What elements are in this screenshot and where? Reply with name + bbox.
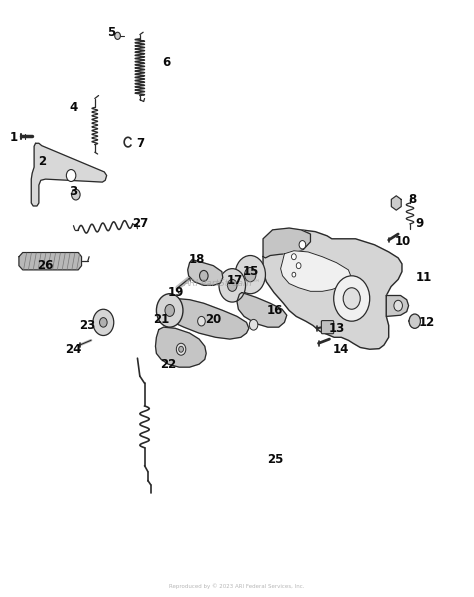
Polygon shape [188, 260, 223, 285]
Circle shape [100, 318, 107, 327]
Text: 15: 15 [243, 265, 259, 278]
Circle shape [249, 319, 258, 330]
Text: 12: 12 [419, 316, 435, 329]
Circle shape [334, 276, 370, 321]
Text: ARI PartStream™: ARI PartStream™ [184, 279, 262, 288]
Circle shape [156, 294, 183, 327]
Text: 26: 26 [37, 259, 53, 272]
Circle shape [292, 254, 296, 260]
Text: 13: 13 [328, 322, 345, 335]
Text: 5: 5 [107, 26, 116, 39]
Circle shape [296, 263, 301, 269]
Text: 7: 7 [136, 137, 144, 150]
Text: 6: 6 [162, 56, 170, 69]
Circle shape [176, 343, 186, 355]
Circle shape [115, 32, 120, 39]
Circle shape [409, 314, 420, 328]
Polygon shape [19, 253, 82, 270]
Text: 9: 9 [415, 217, 424, 230]
Text: 20: 20 [205, 313, 221, 326]
Text: 14: 14 [333, 343, 349, 356]
Circle shape [198, 316, 205, 326]
Text: 27: 27 [132, 217, 148, 230]
Polygon shape [263, 230, 402, 349]
Text: 11: 11 [416, 271, 432, 284]
Circle shape [228, 279, 237, 291]
Polygon shape [161, 298, 249, 339]
Text: 19: 19 [167, 286, 183, 299]
Polygon shape [392, 196, 401, 210]
Circle shape [72, 189, 80, 200]
Text: 22: 22 [160, 358, 176, 371]
Polygon shape [155, 327, 206, 367]
Text: Reproduced by © 2023 ARI Federal Services, Inc.: Reproduced by © 2023 ARI Federal Service… [169, 583, 305, 589]
Circle shape [200, 270, 208, 281]
Text: 21: 21 [153, 313, 169, 326]
Text: 23: 23 [80, 319, 96, 332]
Polygon shape [237, 293, 287, 327]
Text: 8: 8 [408, 193, 417, 207]
Circle shape [219, 269, 246, 302]
FancyBboxPatch shape [321, 321, 334, 334]
Circle shape [179, 346, 183, 352]
Circle shape [343, 288, 360, 309]
Circle shape [93, 309, 114, 336]
Polygon shape [386, 296, 409, 316]
Polygon shape [31, 143, 107, 206]
Text: 4: 4 [69, 101, 78, 114]
Text: 16: 16 [267, 304, 283, 317]
Circle shape [235, 256, 265, 294]
Polygon shape [263, 228, 310, 258]
Text: 18: 18 [189, 253, 205, 266]
Text: 17: 17 [227, 274, 243, 287]
Polygon shape [281, 251, 351, 291]
Circle shape [394, 300, 402, 311]
Text: 1: 1 [10, 131, 18, 144]
Circle shape [292, 272, 296, 277]
Text: 24: 24 [65, 343, 82, 356]
Text: 3: 3 [69, 184, 78, 198]
Text: 2: 2 [38, 155, 47, 168]
Circle shape [299, 241, 306, 249]
Circle shape [165, 304, 174, 316]
Circle shape [66, 170, 76, 181]
Text: 25: 25 [267, 453, 283, 466]
Text: 10: 10 [395, 235, 411, 248]
Circle shape [245, 267, 256, 282]
